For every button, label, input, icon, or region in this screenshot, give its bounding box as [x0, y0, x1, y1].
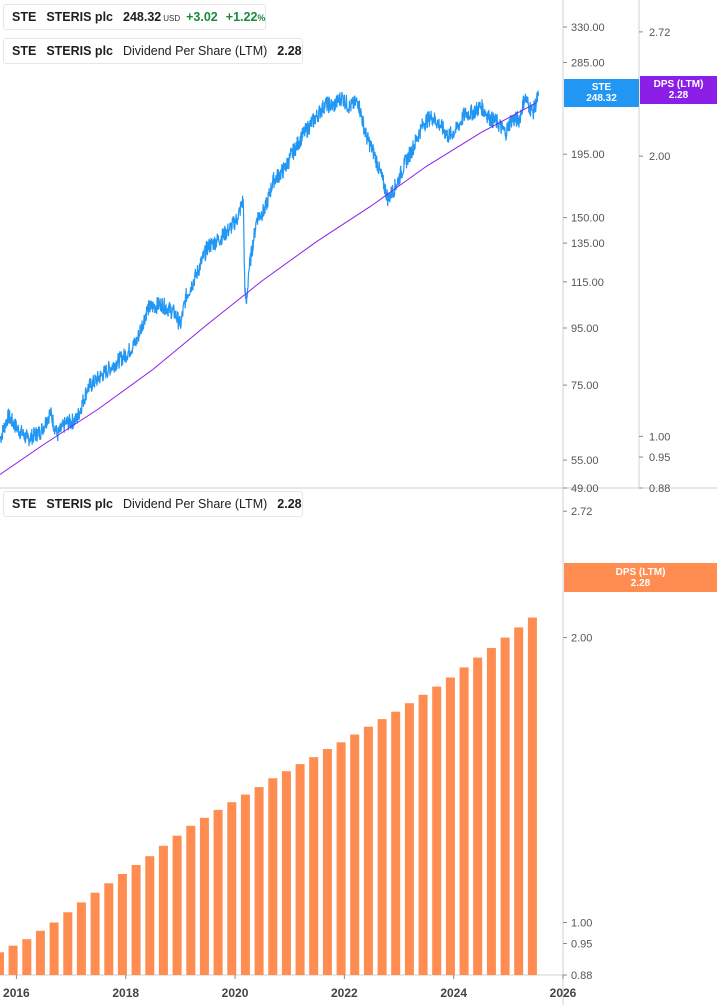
dps-bar	[418, 694, 428, 975]
dps-bar-axis-tick-label: 2.72	[571, 506, 592, 518]
dps-bar	[281, 771, 291, 975]
legend-dps-bottom-value: 2.28	[277, 497, 302, 511]
dps-bar	[49, 922, 59, 975]
dps-bar	[131, 865, 141, 975]
dps-bar	[404, 703, 414, 975]
legend-price-change-pct: +1.22%	[226, 10, 266, 24]
dps-bar-axis-tick-label: 0.95	[571, 939, 592, 951]
dps-bar	[63, 912, 73, 975]
dps-bar	[8, 945, 18, 975]
dps-bar	[172, 835, 182, 975]
dps-bottom-tag-label: DPS (LTM)	[615, 566, 666, 578]
legend-price-currency: USD	[163, 14, 181, 23]
dps-bar-axis-tick-label: 1.00	[571, 917, 592, 929]
dps-bottom-tag-value: 2.28	[630, 577, 651, 589]
legend-dps-bottom-metric: Dividend Per Share (LTM)	[123, 497, 268, 511]
price-axis-tick-label: 115.00	[571, 277, 604, 289]
legend-dps-top-name: STERIS plc	[46, 44, 113, 58]
dps-axis-tick-label: 2.72	[649, 27, 670, 39]
dps-bar	[199, 817, 209, 975]
dps-bar	[117, 874, 127, 975]
legend-price-change: +3.02	[186, 10, 218, 24]
dps-bar	[322, 749, 332, 975]
dps-bar-axis-tick-label: 2.00	[571, 633, 592, 645]
price-axis-tick-label: 75.00	[571, 380, 599, 392]
price-axis-tick-label: 95.00	[571, 323, 599, 335]
price-axis-tick-label: 49.00	[571, 483, 599, 495]
legend-price-name: STERIS plc	[46, 10, 113, 24]
legend-price-symbol: STE	[12, 10, 37, 24]
dps-top-tag: DPS (LTM) 2.28	[640, 76, 717, 104]
dps-top-tag-value: 2.28	[668, 90, 689, 101]
dps-bar	[309, 757, 319, 975]
dps-bar	[350, 734, 360, 975]
dps-bar	[391, 711, 401, 975]
legend-dps-top-metric: Dividend Per Share (LTM)	[123, 44, 268, 58]
dps-bar	[0, 952, 4, 975]
dps-bar	[336, 742, 346, 975]
dps-bar	[145, 856, 155, 975]
dps-bar	[527, 617, 537, 975]
time-axis-tick-label: 2026	[550, 986, 577, 1000]
dps-bar	[268, 778, 278, 975]
price-axis-tick-label: 330.00	[571, 22, 605, 34]
legend-price-value: 248.32	[123, 10, 162, 24]
time-axis-tick-label: 2018	[112, 986, 139, 1000]
dps-bar	[213, 809, 223, 975]
dps-bar	[240, 794, 250, 975]
dps-bar	[90, 892, 100, 975]
dps-bar	[104, 883, 114, 975]
time-axis-tick-label: 2020	[222, 986, 249, 1000]
legend-price[interactable]: STE STERIS plc 248.32 USD +3.02 +1.22%	[3, 4, 266, 30]
price-axis-tick-label: 285.00	[571, 57, 605, 69]
marks-layer	[0, 90, 539, 975]
legend-dps-bottom-name: STERIS plc	[46, 497, 113, 511]
legend-dps-bottom-symbol: STE	[12, 497, 37, 511]
time-axis-tick-label: 2024	[440, 986, 467, 1000]
legend-dps-bottom[interactable]: STE STERIS plc Dividend Per Share (LTM) …	[3, 491, 303, 517]
dps-bar	[432, 686, 442, 975]
dps-bar	[186, 825, 196, 975]
dps-axis-tick-label: 0.95	[649, 452, 670, 464]
dps-top-tag-label: DPS (LTM)	[653, 79, 704, 90]
dps-bottom-tag: DPS (LTM) 2.28	[564, 563, 717, 592]
dps-axis-tick-label: 0.88	[649, 483, 670, 495]
legend-dps-top[interactable]: STE STERIS plc Dividend Per Share (LTM) …	[3, 38, 303, 64]
legend-dps-top-value: 2.28	[277, 44, 302, 58]
change-pct-number: +1.22	[225, 10, 258, 24]
dps-bar	[459, 667, 469, 975]
dps-series-line	[0, 102, 536, 475]
dps-bar	[158, 845, 168, 975]
price-series-line	[0, 90, 539, 447]
dps-bar	[445, 677, 455, 975]
dps-axis-tick-label: 1.00	[649, 431, 670, 443]
price-axis-tick-label: 150.00	[571, 213, 605, 225]
dps-bar	[254, 787, 264, 975]
dps-bar	[377, 719, 387, 975]
dps-bar	[363, 726, 373, 975]
dps-bar	[514, 627, 524, 975]
price-tag-value: 248.32	[586, 93, 617, 104]
price-tag: STE 248.32	[564, 79, 639, 107]
dps-bar	[473, 657, 483, 975]
labels-layer: 330.00 285.00 195.00 150.00 135.00 115.00 95.0…	[3, 22, 670, 1000]
dps-bar	[35, 930, 45, 975]
dps-bar	[486, 648, 496, 975]
time-axis-tick-label: 2022	[331, 986, 358, 1000]
dps-axis-tick-label: 2.00	[649, 151, 670, 163]
dps-bar	[22, 939, 32, 975]
dps-bar	[295, 764, 305, 975]
dps-bar	[227, 802, 237, 975]
dps-bar	[76, 902, 86, 975]
change-pct-sign: %	[257, 13, 266, 23]
price-axis-tick-label: 135.00	[571, 238, 605, 250]
dps-bar	[500, 637, 510, 975]
time-axis-tick-label: 2016	[3, 986, 30, 1000]
price-axis-tick-label: 55.00	[571, 455, 599, 467]
legend-dps-top-symbol: STE	[12, 44, 37, 58]
price-tag-symbol: STE	[591, 82, 612, 93]
dps-bar-axis-tick-label: 0.88	[571, 970, 592, 982]
price-axis-tick-label: 195.00	[571, 149, 605, 161]
